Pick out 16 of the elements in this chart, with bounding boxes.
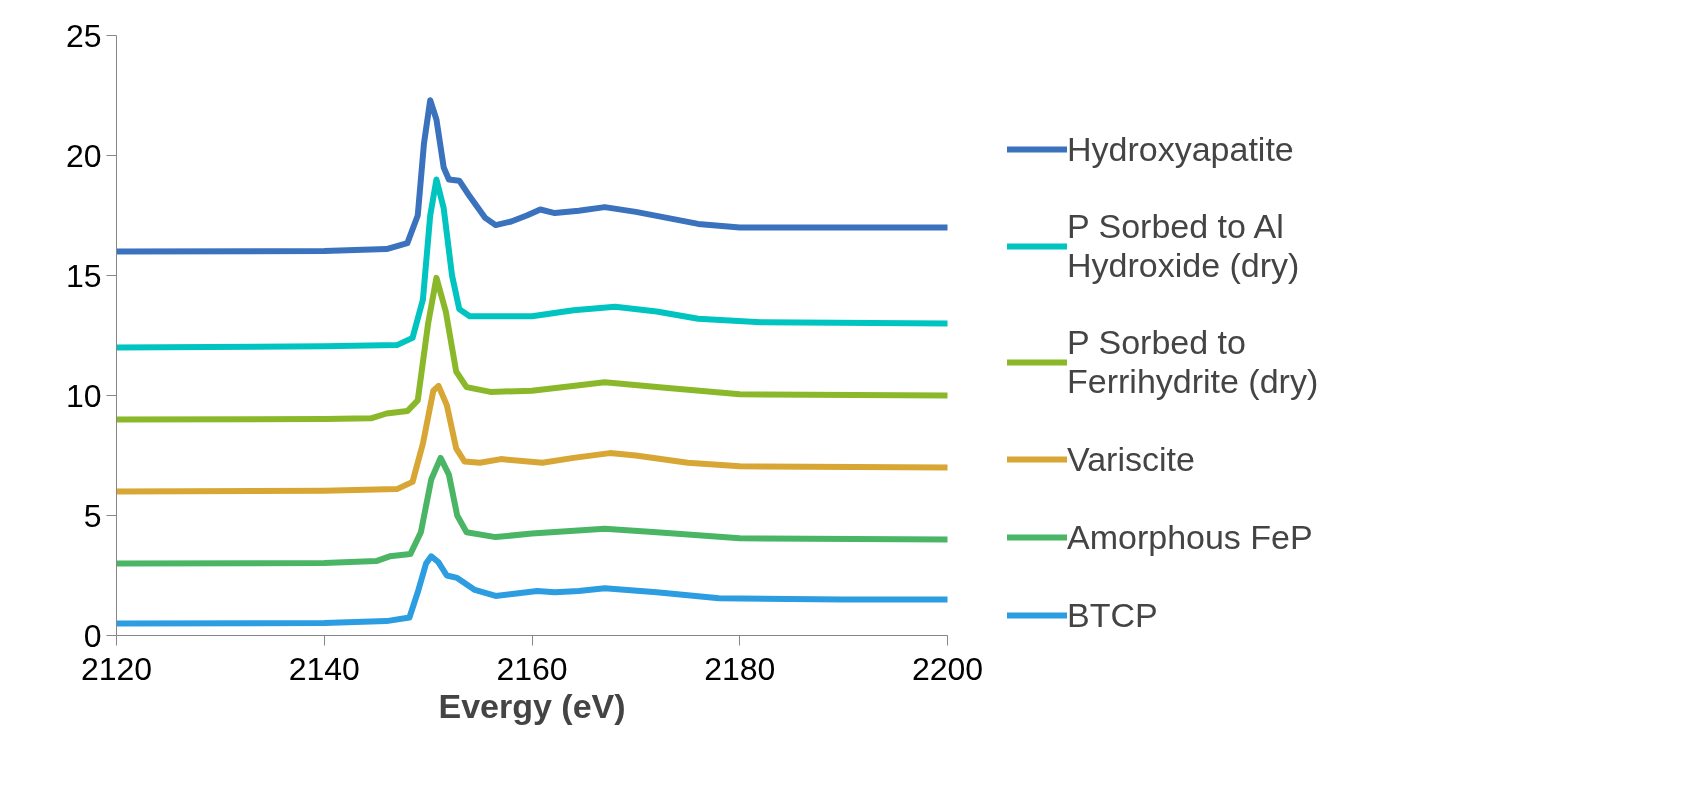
y-tick-label: 10 (65, 377, 102, 414)
x-tick-label: 2160 (496, 650, 568, 687)
legend-label: P Sorbed to Al Hydroxide (dry) (1067, 207, 1300, 285)
legend-label: Hydroxyapatite (1067, 129, 1294, 169)
y-tick-label: 15 (65, 257, 102, 294)
y-tick-label: 5 (83, 497, 102, 534)
x-axis-title: Evergy (eV) (438, 686, 626, 725)
legend-label: P Sorbed to Ferrihydrite (dry) (1067, 323, 1319, 401)
x-tick-label: 2140 (288, 650, 360, 687)
x-tick-label: 2180 (704, 650, 776, 687)
y-tick-label: 25 (65, 17, 102, 54)
legend-label: BTCP (1067, 595, 1158, 635)
legend-label: Amorphous FeP (1067, 517, 1313, 557)
legend-label: Variscite (1067, 439, 1195, 479)
y-tick-label: 20 (65, 137, 102, 174)
x-tick-label: 2200 (911, 650, 984, 687)
